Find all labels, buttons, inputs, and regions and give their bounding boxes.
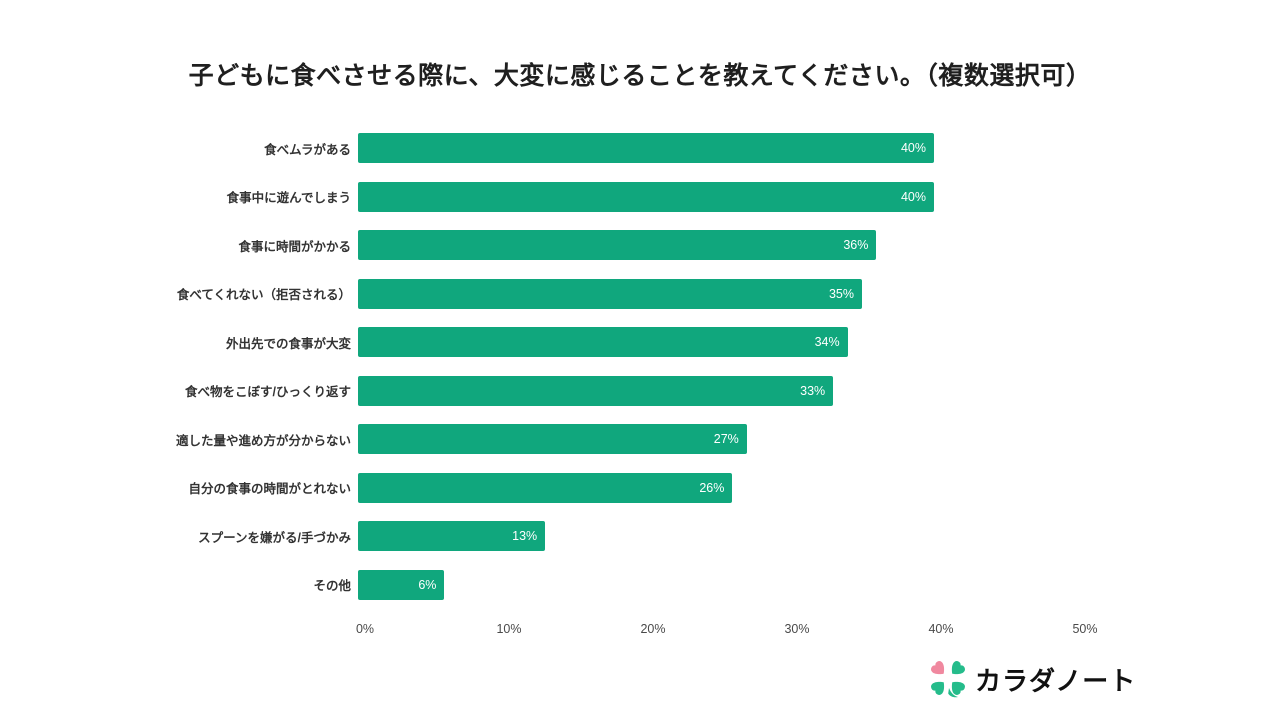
x-axis-tick-label: 50% (1072, 622, 1098, 636)
chart-row: 食べムラがある 40% (0, 124, 1100, 173)
chart-row: 適した量や進め方が分からない 27% (0, 415, 1100, 464)
bar-value-label: 6% (418, 577, 437, 592)
x-axis-tick-label: 10% (496, 622, 522, 636)
chart-title: 子どもに食べさせる際に、大変に感じることを教えてください。（複数選択可） (188, 62, 1092, 90)
bar: 13% (358, 521, 546, 552)
x-axis-tick-label: 0% (355, 622, 375, 636)
category-label: 食事中に遊んでしまう (226, 191, 351, 206)
category-label: 食事に時間がかかる (238, 239, 351, 254)
bar: 40% (358, 133, 934, 164)
bar-track: 13% (358, 521, 1078, 552)
bar-value-label: 13% (512, 529, 538, 544)
bar-value-label: 27% (713, 432, 739, 447)
clover-leaf (931, 661, 945, 675)
bar-value-label: 36% (843, 238, 869, 253)
four-leaf-clover-icon (931, 661, 965, 698)
chart-row: その他 6% (0, 561, 1100, 610)
chart-row: 食べ物をこぼす/ひっくり返す 33% (0, 367, 1100, 416)
bar-value-label: 26% (699, 480, 725, 495)
category-label: 適した量や進め方が分からない (175, 433, 351, 448)
bar-value-label: 33% (800, 383, 826, 398)
bar-track: 40% (358, 181, 1078, 212)
bar-track: 26% (358, 472, 1078, 503)
logo-text: カラダノート (975, 665, 1137, 696)
x-axis-tick-label: 20% (640, 622, 666, 636)
chart-row: 食事中に遊んでしまう 40% (0, 173, 1100, 222)
bar-track: 34% (358, 327, 1078, 358)
category-label: 自分の食事の時間がとれない (188, 482, 351, 497)
bar: 26% (358, 472, 733, 503)
bar-track: 40% (358, 133, 1078, 164)
category-label: 食べ物をこぼす/ひっくり返す (185, 385, 351, 400)
bar: 27% (358, 424, 747, 455)
bar-chart: 食べムラがある 40% 食事中に遊んでしまう 40% 食事に時間がかかる 36% 食べてくれ… (0, 124, 1100, 609)
chart-row: 外出先での食事が大変 34% (0, 318, 1100, 367)
category-label: 食べてくれない（拒否される） (176, 288, 351, 303)
x-axis-tick-label: 40% (928, 622, 954, 636)
x-axis: 0% 10% 20% 30% 40% 50% (356, 622, 1098, 640)
bar: 33% (358, 375, 834, 406)
chart-row: スプーンを嫌がる/手づかみ 13% (0, 512, 1100, 561)
clover-leaf (951, 681, 965, 695)
bar-value-label: 35% (828, 286, 854, 301)
bar: 40% (358, 181, 934, 212)
bar-track: 36% (358, 230, 1078, 261)
chart-row: 食事に時間がかかる 36% (0, 221, 1100, 270)
category-label: スプーンを嫌がる/手づかみ (198, 530, 351, 545)
bar: 34% (358, 327, 848, 358)
clover-leaf (931, 681, 945, 695)
clover-leaf (951, 661, 965, 675)
bar-track: 35% (358, 278, 1078, 309)
bar-value-label: 40% (900, 141, 926, 156)
category-label: 外出先での食事が大変 (225, 336, 351, 351)
category-label: 食べムラがある (264, 142, 351, 157)
bar: 35% (358, 278, 862, 309)
bar-value-label: 40% (900, 189, 926, 204)
bar-track: 33% (358, 375, 1078, 406)
x-axis-tick-label: 30% (784, 622, 810, 636)
bar: 6% (358, 569, 445, 600)
category-label: その他 (313, 579, 351, 594)
chart-row: 自分の食事の時間がとれない 26% (0, 464, 1100, 513)
bar: 36% (358, 230, 877, 261)
chart-row: 食べてくれない（拒否される） 35% (0, 270, 1100, 319)
bar-track: 6% (358, 569, 1078, 600)
company-logo: カラダノート (928, 658, 1136, 700)
bar-track: 27% (358, 424, 1078, 455)
bar-value-label: 34% (814, 335, 840, 350)
